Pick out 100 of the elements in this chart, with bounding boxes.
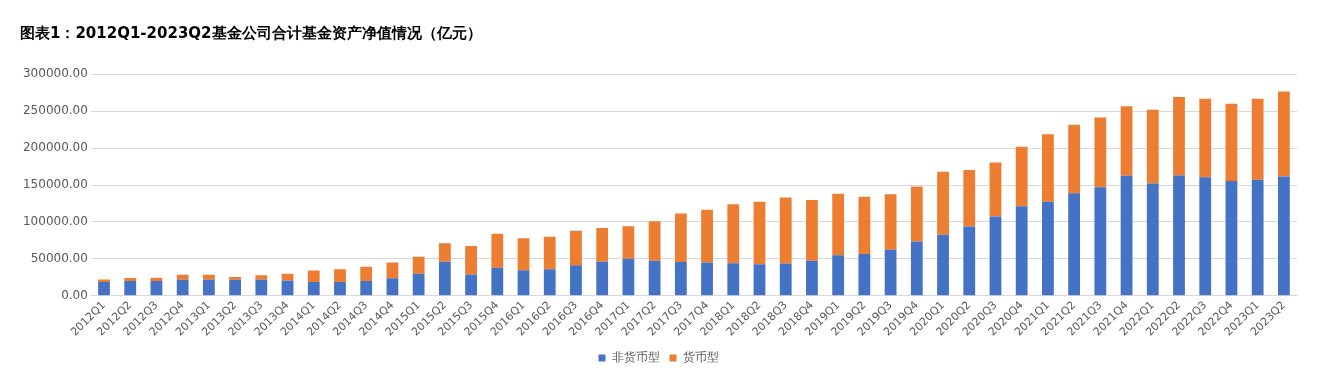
y-tick-label: 300000.00 bbox=[22, 66, 88, 81]
bar bbox=[806, 260, 818, 296]
bar bbox=[570, 230, 582, 266]
bar bbox=[910, 241, 923, 296]
bar bbox=[465, 274, 477, 296]
bar bbox=[648, 221, 661, 261]
bar bbox=[124, 278, 137, 281]
bar bbox=[1146, 183, 1159, 296]
bar bbox=[1225, 181, 1238, 296]
bar bbox=[674, 262, 687, 296]
bar bbox=[596, 227, 609, 262]
bar bbox=[989, 162, 1002, 217]
bar bbox=[779, 263, 792, 296]
bar bbox=[543, 269, 556, 296]
bar bbox=[412, 256, 425, 274]
bar bbox=[543, 236, 556, 270]
bar bbox=[491, 267, 504, 296]
bar bbox=[386, 278, 399, 296]
bar bbox=[884, 249, 897, 296]
bar bbox=[1199, 98, 1212, 178]
bar bbox=[1173, 175, 1185, 296]
y-tick-label: 100000.00 bbox=[22, 214, 88, 229]
bar bbox=[1251, 179, 1264, 296]
y-tick-label: 0.00 bbox=[61, 287, 88, 302]
bar bbox=[307, 270, 320, 282]
bar bbox=[1094, 187, 1107, 296]
bar bbox=[858, 196, 871, 254]
bar bbox=[98, 281, 110, 296]
legend-label: 货币型 bbox=[682, 350, 719, 365]
bar bbox=[334, 281, 346, 296]
bar bbox=[517, 238, 530, 271]
bar bbox=[1225, 103, 1238, 182]
bar bbox=[937, 234, 949, 296]
bar bbox=[229, 279, 241, 296]
bar bbox=[334, 269, 346, 282]
bar bbox=[176, 279, 189, 296]
bar bbox=[412, 273, 425, 296]
bar bbox=[1173, 96, 1185, 176]
bar bbox=[438, 261, 451, 296]
y-tick-label: 200000.00 bbox=[22, 140, 88, 155]
bar bbox=[491, 233, 504, 268]
y-tick-label: 250000.00 bbox=[22, 103, 88, 118]
bar bbox=[1277, 176, 1290, 296]
bar bbox=[727, 263, 740, 296]
bar bbox=[753, 264, 766, 296]
bar bbox=[176, 274, 189, 280]
bar bbox=[1042, 134, 1054, 202]
bar bbox=[1251, 98, 1264, 180]
bar bbox=[1277, 91, 1290, 177]
bar bbox=[1120, 106, 1133, 176]
bar bbox=[884, 194, 897, 250]
bar bbox=[465, 246, 477, 275]
bar bbox=[438, 243, 451, 262]
bar bbox=[570, 265, 582, 296]
bar bbox=[937, 171, 949, 235]
bar bbox=[229, 276, 241, 280]
bar bbox=[255, 279, 268, 296]
bar bbox=[1015, 146, 1028, 207]
bar bbox=[648, 260, 661, 296]
bar bbox=[989, 216, 1002, 296]
bar bbox=[98, 279, 110, 282]
bar bbox=[386, 262, 399, 279]
legend-label: 非货币型 bbox=[611, 350, 660, 365]
bar bbox=[832, 255, 845, 296]
bar bbox=[360, 280, 373, 296]
bar bbox=[963, 170, 976, 227]
bar bbox=[150, 280, 163, 296]
bar bbox=[202, 279, 215, 296]
bar bbox=[1042, 201, 1054, 296]
bar bbox=[1015, 206, 1028, 296]
bar bbox=[255, 275, 268, 280]
y-tick-label: 50000.00 bbox=[30, 250, 88, 265]
bar bbox=[1146, 109, 1159, 184]
chart-title: 图表1：2012Q1-2023Q2基金公司合计基金资产净值情况（亿元） bbox=[20, 24, 482, 43]
bar bbox=[281, 273, 294, 281]
bar bbox=[1094, 117, 1107, 188]
bar bbox=[806, 199, 818, 261]
bar bbox=[701, 262, 713, 296]
bar bbox=[517, 270, 530, 296]
bar bbox=[622, 226, 635, 259]
bar bbox=[124, 280, 137, 296]
bar bbox=[701, 209, 713, 263]
bar bbox=[1120, 175, 1133, 296]
bar bbox=[1068, 193, 1081, 296]
bar bbox=[963, 226, 976, 296]
bar bbox=[307, 281, 320, 296]
bar bbox=[622, 258, 635, 296]
bar bbox=[753, 201, 766, 265]
bar bbox=[1199, 177, 1212, 296]
bar bbox=[779, 197, 792, 264]
bar bbox=[674, 213, 687, 263]
bar bbox=[727, 204, 740, 264]
bar bbox=[202, 274, 215, 280]
bar bbox=[858, 253, 871, 296]
bar bbox=[832, 193, 845, 256]
bar bbox=[910, 186, 923, 242]
bar bbox=[360, 266, 373, 281]
bar bbox=[596, 261, 609, 296]
bar bbox=[1068, 124, 1081, 194]
y-tick-label: 150000.00 bbox=[22, 177, 88, 192]
